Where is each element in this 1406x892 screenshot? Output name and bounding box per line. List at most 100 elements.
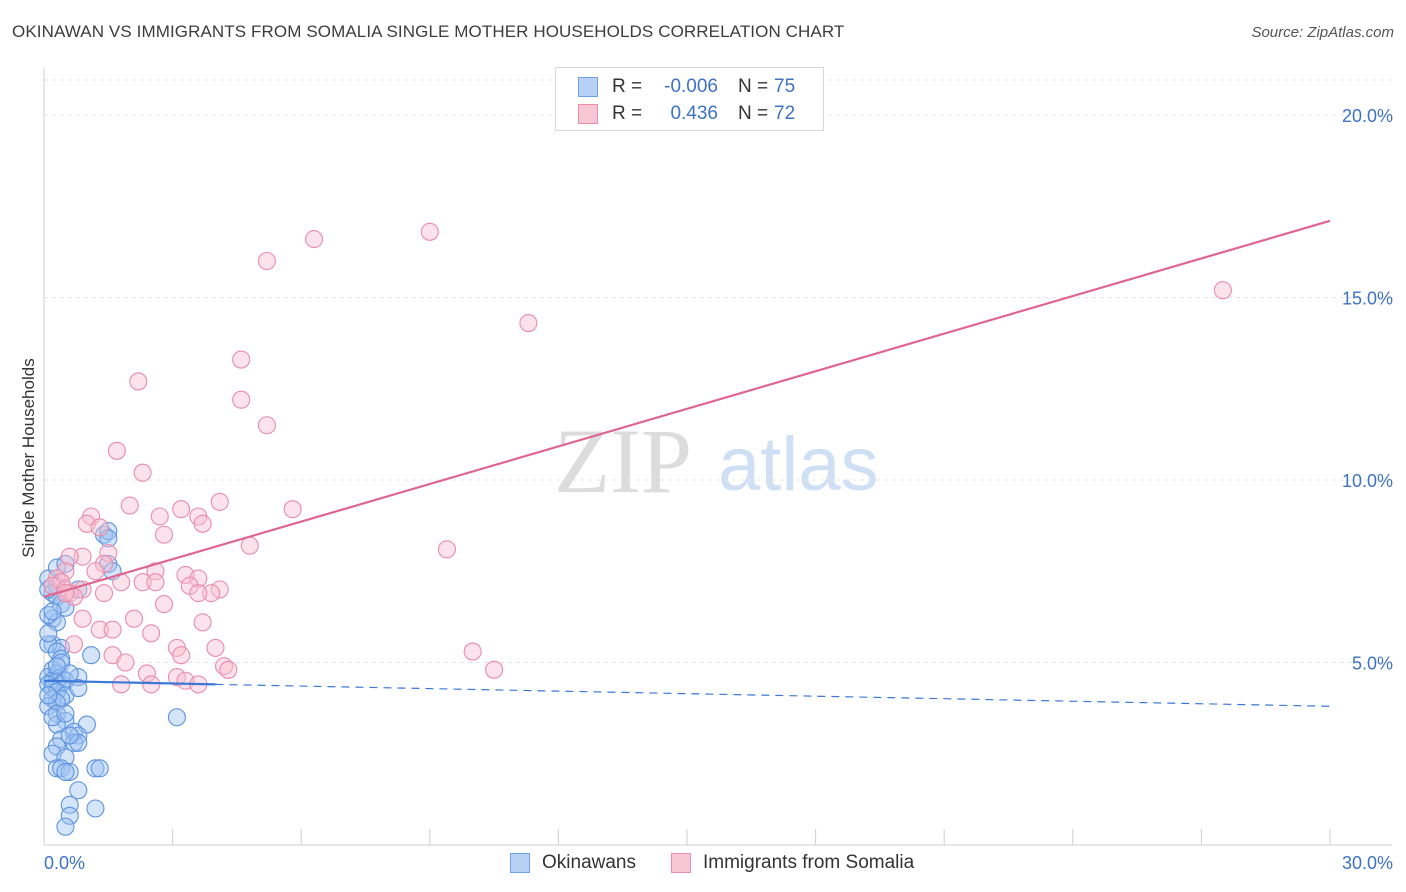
point-okinawans [86, 759, 105, 778]
point-somalia [240, 536, 259, 555]
point-somalia [124, 609, 144, 628]
series-swatch-okinawans [510, 853, 530, 873]
point-okinawans [56, 704, 75, 723]
point-somalia [172, 500, 191, 519]
point-somalia [142, 675, 161, 694]
point-somalia [219, 660, 238, 679]
y-axis-label: Single Mother Households [19, 358, 38, 557]
point-somalia [210, 492, 229, 511]
point-somalia [133, 463, 152, 482]
point-okinawans [39, 686, 58, 705]
point-okinawans [56, 762, 75, 782]
point-somalia [120, 496, 139, 515]
point-somalia [437, 540, 456, 559]
point-okinawans [86, 799, 105, 818]
series-swatch-somalia [671, 853, 691, 873]
point-somalia [257, 251, 276, 271]
point-somalia [146, 562, 165, 581]
point-somalia [146, 573, 165, 592]
legend-n-label: N = [738, 76, 769, 97]
x-tick-label-max: 30.0% [1342, 853, 1393, 873]
point-okinawans [167, 708, 186, 727]
legend-r-label: R = [612, 103, 643, 124]
point-okinawans [60, 762, 79, 782]
point-okinawans [47, 657, 66, 676]
series-legend-okinawans: Okinawans [510, 852, 636, 874]
point-somalia [202, 584, 221, 603]
point-somalia [90, 518, 109, 537]
point-somalia [150, 507, 169, 526]
trend-line-okinawans-extension [215, 683, 1331, 707]
point-okinawans [60, 795, 79, 814]
y-tick-labels: 5.0% 10.0% 15.0% 20.0% [1342, 106, 1393, 674]
point-somalia [172, 646, 191, 665]
point-somalia [519, 313, 538, 333]
point-somalia [485, 660, 504, 679]
legend-row-okinawans: R = -0.006 N = 75 [578, 74, 795, 100]
point-somalia [193, 613, 212, 632]
point-somalia [129, 372, 148, 391]
point-somalia [94, 584, 114, 603]
legend-n-value-okinawans: 75 [774, 76, 796, 97]
point-somalia [73, 609, 92, 628]
legend-r-label: R = [612, 76, 643, 97]
point-somalia [64, 635, 84, 654]
point-somalia [257, 416, 276, 435]
point-somalia [463, 642, 482, 661]
y-tick-label: 20.0% [1342, 106, 1393, 126]
point-somalia [189, 584, 208, 603]
legend-row-somalia: R = 0.436 N = 72 [578, 101, 795, 127]
source-label: Source: ZipAtlas.com [1251, 24, 1394, 41]
point-somalia [154, 525, 174, 544]
point-somalia [193, 514, 212, 533]
point-somalia [86, 562, 105, 581]
series-label-okinawans: Okinawans [542, 852, 636, 873]
point-okinawans [60, 726, 79, 745]
point-somalia [283, 500, 302, 519]
point-somalia [60, 547, 79, 566]
point-somalia [206, 638, 225, 657]
chart-title: OKINAWAN VS IMMIGRANTS FROM SOMALIA SING… [12, 22, 845, 41]
legend-r-value-okinawans: -0.006 [664, 76, 718, 97]
point-somalia [90, 620, 109, 639]
data-points [39, 222, 1232, 836]
point-somalia [232, 350, 251, 369]
trend-line-somalia [43, 219, 1331, 598]
point-okinawans [60, 806, 79, 825]
legend-swatch-somalia [578, 104, 598, 124]
point-okinawans [43, 602, 62, 621]
point-okinawans [56, 817, 75, 836]
series-legend-somalia: Immigrants from Somalia [671, 852, 914, 874]
trend-lines [43, 219, 1331, 707]
point-somalia [99, 543, 118, 563]
point-somalia [133, 573, 152, 592]
correlation-legend: R = -0.006 N = 75 R = 0.436 N = 72 [555, 67, 824, 131]
point-somalia [305, 230, 324, 249]
point-somalia [420, 222, 439, 241]
point-somalia [1213, 281, 1232, 300]
y-tick-label: 5.0% [1352, 654, 1393, 674]
y-tick-label: 15.0% [1342, 289, 1393, 309]
point-somalia [142, 624, 161, 643]
trend-line-okinawans [43, 679, 216, 686]
point-okinawans [39, 624, 58, 643]
point-okinawans [69, 678, 88, 698]
point-somalia [154, 595, 174, 614]
point-somalia [232, 390, 251, 409]
legend-r-value-somalia: 0.436 [670, 103, 718, 124]
watermark-zip: ZIP [554, 410, 692, 512]
point-okinawans [69, 781, 88, 800]
point-somalia [73, 547, 92, 566]
point-somalia [112, 675, 131, 694]
legend-n-value-somalia: 72 [774, 103, 796, 124]
watermark: ZIP atlas [554, 410, 879, 512]
point-okinawans [90, 759, 109, 778]
point-somalia [107, 441, 126, 460]
legend-swatch-okinawans [578, 77, 598, 97]
watermark-atlas: atlas [718, 422, 879, 507]
legend-n-label: N = [738, 103, 769, 124]
x-tick-label-min: 0.0% [44, 853, 85, 873]
point-somalia [103, 620, 122, 639]
x-tick-labels: 0.0% 30.0% [44, 853, 1393, 873]
